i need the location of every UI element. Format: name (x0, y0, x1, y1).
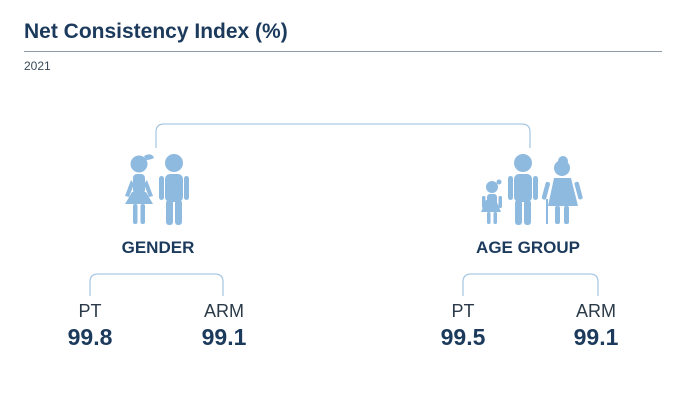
gender-arm-value: 99.1 (201, 324, 247, 350)
gender-bracket (89, 273, 224, 296)
title-divider (24, 51, 662, 52)
age-group-arm-label: ARM (576, 301, 616, 321)
gender-pt-label: PT (78, 301, 102, 321)
age-group-arm-value: 99.1 (573, 324, 619, 350)
age-group-pt-value: 99.5 (440, 324, 486, 350)
woman-and-man-icon (125, 154, 189, 225)
gender-label: GENDER (121, 238, 195, 257)
man-figure-icon (159, 154, 189, 225)
year-subtitle: 2021 (24, 59, 51, 73)
elder-figure-icon (541, 156, 583, 224)
age-group-pt-label: PT (451, 301, 475, 321)
age-group-label: AGE GROUP (476, 238, 580, 257)
top-bracket (155, 123, 531, 148)
page-title: Net Consistency Index (%) (24, 20, 288, 43)
gender-arm-label: ARM (204, 301, 244, 321)
adult-figure-icon (508, 154, 538, 225)
child-adult-elder-icon (481, 154, 583, 225)
age-group-bracket (462, 273, 599, 296)
child-figure-icon (481, 179, 502, 224)
gender-pt-value: 99.8 (67, 324, 113, 350)
woman-figure-icon (125, 154, 154, 224)
